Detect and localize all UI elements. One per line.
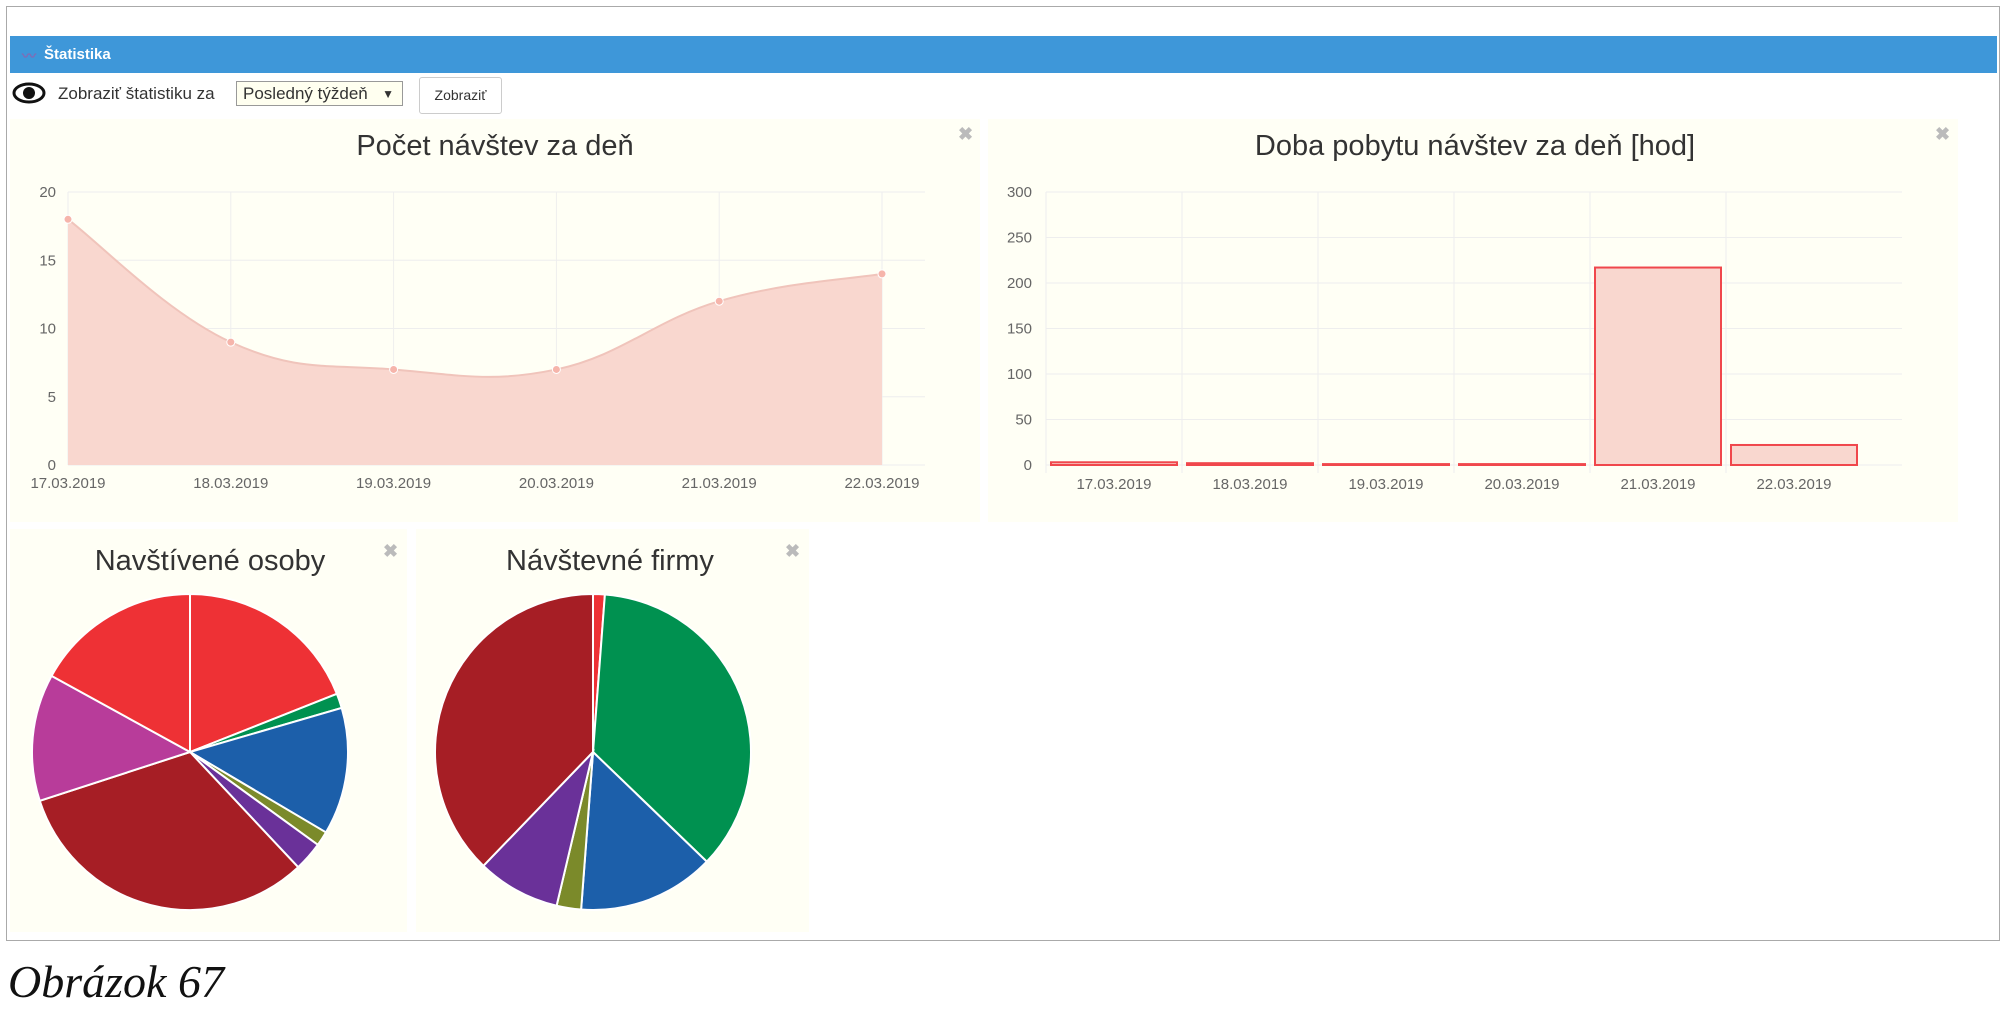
statistics-frame xyxy=(6,6,2000,941)
chart-title: Návštevné firmy xyxy=(506,545,714,577)
visits-per-day-panel xyxy=(10,119,980,522)
figure-caption: Obrázok 67 xyxy=(8,956,224,1007)
eye-icon xyxy=(12,82,46,104)
statistics-header: 〰 Štatistika xyxy=(10,36,1997,73)
show-button[interactable]: Zobraziť xyxy=(419,77,502,114)
chart-title: Počet návštev za deň xyxy=(356,130,634,162)
header-title: Štatistika xyxy=(44,46,111,63)
period-select[interactable]: Posledný týždeň ▼ xyxy=(236,81,403,106)
close-icon[interactable]: ✖ xyxy=(383,541,399,561)
chevron-down-icon: ▼ xyxy=(382,87,394,101)
stay-duration-panel xyxy=(988,119,1958,522)
chart-title: Navštívené osoby xyxy=(94,545,326,577)
period-select-value: Posledný týždeň xyxy=(243,84,368,103)
visited-persons-panel xyxy=(10,529,407,932)
chart-line-icon: 〰 xyxy=(22,48,36,64)
visiting-companies-panel xyxy=(416,529,809,932)
close-icon[interactable]: ✖ xyxy=(1935,124,1951,144)
close-icon[interactable]: ✖ xyxy=(958,124,974,144)
period-label: Zobraziť štatistiku za xyxy=(58,84,215,103)
chart-title: Doba pobytu návštev za deň [hod] xyxy=(1254,130,1696,162)
close-icon[interactable]: ✖ xyxy=(785,541,801,561)
